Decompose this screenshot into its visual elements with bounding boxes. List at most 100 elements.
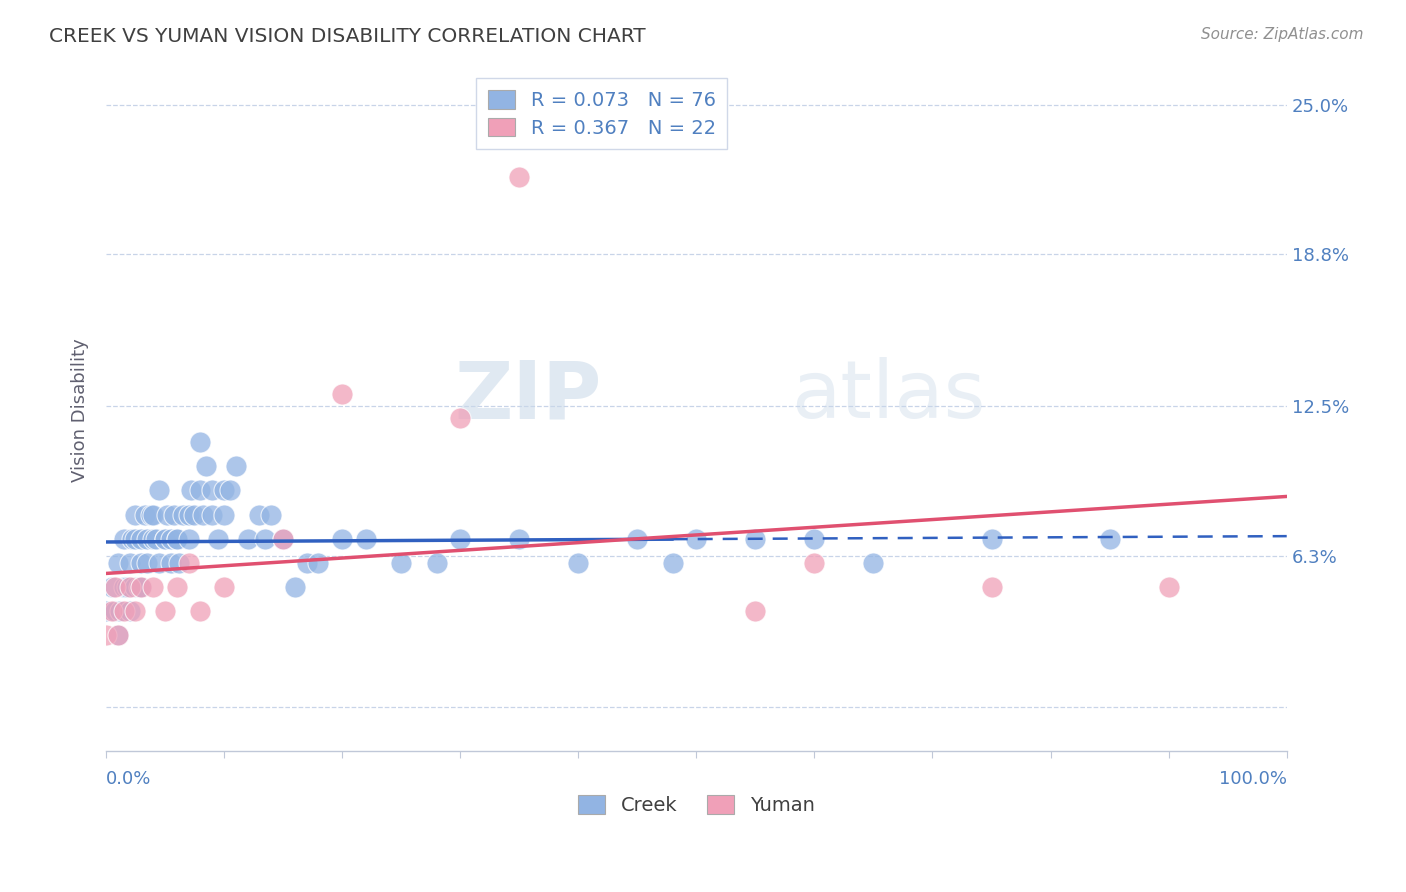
Text: 100.0%: 100.0% — [1219, 770, 1286, 788]
Point — [139, 508, 162, 522]
Point — [148, 483, 170, 498]
Point — [160, 532, 183, 546]
Point — [131, 556, 153, 570]
Point — [1098, 532, 1121, 546]
Point — [212, 580, 235, 594]
Point — [166, 532, 188, 546]
Point — [183, 508, 205, 522]
Point — [862, 556, 884, 570]
Point — [142, 580, 165, 594]
Point — [330, 387, 353, 401]
Point — [201, 508, 224, 522]
Point — [271, 532, 294, 546]
Point — [118, 556, 141, 570]
Point — [115, 580, 138, 594]
Point — [104, 604, 127, 618]
Point — [166, 532, 188, 546]
Point — [567, 556, 589, 570]
Point — [236, 532, 259, 546]
Point — [177, 532, 200, 546]
Point — [136, 556, 159, 570]
Point — [167, 556, 190, 570]
Point — [153, 604, 176, 618]
Point — [142, 532, 165, 546]
Point — [107, 628, 129, 642]
Point — [685, 532, 707, 546]
Point — [803, 556, 825, 570]
Point — [131, 580, 153, 594]
Point — [112, 604, 135, 618]
Point — [284, 580, 307, 594]
Point — [449, 532, 471, 546]
Point — [156, 508, 179, 522]
Point — [191, 508, 214, 522]
Point — [803, 532, 825, 546]
Point — [190, 435, 212, 450]
Point — [207, 532, 229, 546]
Point — [190, 604, 212, 618]
Point — [177, 508, 200, 522]
Text: atlas: atlas — [790, 357, 986, 435]
Point — [136, 532, 159, 546]
Point — [124, 532, 146, 546]
Point — [508, 169, 530, 184]
Point — [180, 483, 202, 498]
Point — [307, 556, 329, 570]
Point — [508, 532, 530, 546]
Point — [101, 580, 124, 594]
Point — [661, 556, 683, 570]
Point — [118, 580, 141, 594]
Point — [124, 508, 146, 522]
Text: 0.0%: 0.0% — [105, 770, 152, 788]
Point — [195, 459, 218, 474]
Point — [108, 604, 131, 618]
Point — [104, 580, 127, 594]
Point — [107, 628, 129, 642]
Point — [260, 508, 283, 522]
Point — [153, 532, 176, 546]
Point — [980, 532, 1002, 546]
Point — [330, 532, 353, 546]
Point — [107, 556, 129, 570]
Point — [166, 580, 188, 594]
Text: ZIP: ZIP — [454, 357, 602, 435]
Point — [212, 508, 235, 522]
Point — [212, 483, 235, 498]
Point — [145, 532, 167, 546]
Point — [160, 556, 183, 570]
Point — [449, 411, 471, 425]
Point — [254, 532, 277, 546]
Point — [172, 508, 194, 522]
Point — [389, 556, 412, 570]
Point — [128, 580, 150, 594]
Point — [271, 532, 294, 546]
Point — [295, 556, 318, 570]
Point — [112, 580, 135, 594]
Point — [1157, 580, 1180, 594]
Point — [190, 483, 212, 498]
Point — [112, 532, 135, 546]
Point — [142, 508, 165, 522]
Point — [148, 556, 170, 570]
Point — [124, 604, 146, 618]
Point — [354, 532, 377, 546]
Text: CREEK VS YUMAN VISION DISABILITY CORRELATION CHART: CREEK VS YUMAN VISION DISABILITY CORRELA… — [49, 27, 645, 45]
Point — [980, 580, 1002, 594]
Point — [118, 604, 141, 618]
Point — [124, 580, 146, 594]
Point — [153, 532, 176, 546]
Point — [425, 556, 447, 570]
Point — [201, 483, 224, 498]
Point — [219, 483, 242, 498]
Text: Source: ZipAtlas.com: Source: ZipAtlas.com — [1201, 27, 1364, 42]
Point — [131, 580, 153, 594]
Legend: Creek, Yuman: Creek, Yuman — [571, 788, 823, 823]
Point — [121, 532, 143, 546]
Y-axis label: Vision Disability: Vision Disability — [72, 338, 89, 482]
Point — [163, 508, 186, 522]
Point — [249, 508, 271, 522]
Point — [94, 628, 117, 642]
Point — [101, 604, 124, 618]
Point — [94, 604, 117, 618]
Point — [744, 604, 766, 618]
